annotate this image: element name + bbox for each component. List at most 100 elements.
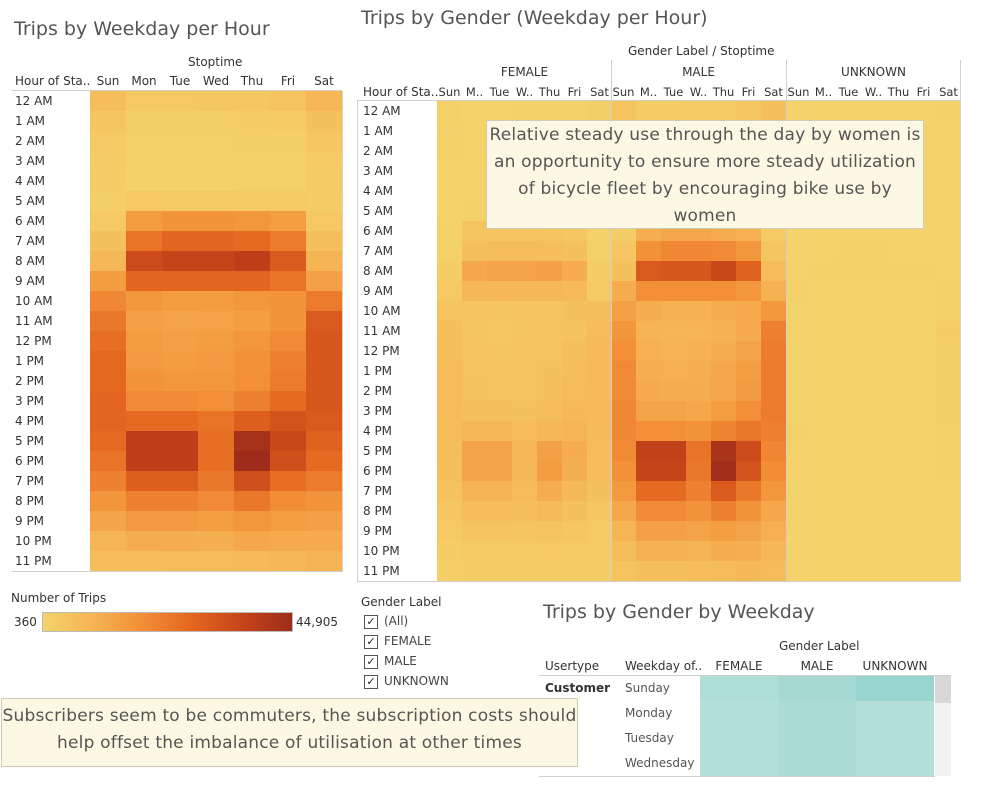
heatmap-cell-male[interactable] — [711, 521, 736, 541]
heatmap-cell[interactable] — [234, 211, 270, 231]
heatmap-cell[interactable] — [90, 351, 126, 371]
heatmap-cell[interactable] — [198, 511, 234, 531]
heatmap-cell-female[interactable] — [462, 261, 487, 281]
heatmap-cell-male[interactable] — [711, 341, 736, 361]
heatmap-cell-female[interactable] — [562, 441, 587, 461]
heatmap-cell[interactable] — [234, 511, 270, 531]
heatmap-cell-unknown[interactable] — [886, 461, 911, 481]
heatmap-cell-male[interactable] — [686, 541, 711, 561]
heatmap-cell-male[interactable] — [736, 521, 761, 541]
heatmap-cell-female[interactable] — [512, 281, 537, 301]
heatmap-cell[interactable] — [270, 271, 306, 291]
heatmap-cell[interactable] — [234, 491, 270, 511]
heatmap-cell[interactable] — [270, 471, 306, 491]
heatmap-cell-male[interactable] — [661, 281, 686, 301]
heatmap-cell[interactable] — [162, 131, 198, 151]
heatmap-cell-female[interactable] — [487, 101, 512, 121]
heatmap-cell-female[interactable] — [487, 421, 512, 441]
heatmap-cell-unknown[interactable] — [786, 301, 811, 321]
heatmap-cell[interactable] — [270, 291, 306, 311]
heatmap-cell-female[interactable] — [437, 381, 462, 401]
heatmap-cell-female[interactable] — [487, 241, 512, 261]
table-cell[interactable] — [700, 676, 778, 701]
heatmap-cell[interactable] — [90, 191, 126, 211]
heatmap-cell[interactable] — [126, 371, 162, 391]
heatmap-cell-unknown[interactable] — [786, 541, 811, 561]
heatmap-cell-male[interactable] — [636, 101, 661, 121]
heatmap-cell-unknown[interactable] — [861, 101, 886, 121]
heatmap-cell-female[interactable] — [537, 401, 562, 421]
heatmap-cell-male[interactable] — [761, 261, 786, 281]
heatmap-cell[interactable] — [306, 211, 342, 231]
heatmap-cell-male[interactable] — [686, 341, 711, 361]
heatmap-cell-male[interactable] — [761, 281, 786, 301]
heatmap-cell-unknown[interactable] — [886, 301, 911, 321]
heatmap-cell-male[interactable] — [736, 401, 761, 421]
heatmap-cell-male[interactable] — [636, 481, 661, 501]
heatmap-cell-unknown[interactable] — [836, 261, 861, 281]
heatmap-cell-unknown[interactable] — [936, 301, 961, 321]
heatmap-cell-unknown[interactable] — [911, 481, 936, 501]
heatmap-cell-unknown[interactable] — [936, 521, 961, 541]
heatmap-cell-male[interactable] — [686, 401, 711, 421]
heatmap-cell-male[interactable] — [661, 361, 686, 381]
heatmap-cell-male[interactable] — [611, 261, 636, 281]
heatmap-cell-male[interactable] — [711, 101, 736, 121]
heatmap-cell-unknown[interactable] — [861, 361, 886, 381]
heatmap-cell[interactable] — [162, 531, 198, 551]
heatmap-cell-female[interactable] — [437, 121, 462, 141]
heatmap-cell-male[interactable] — [711, 361, 736, 381]
heatmap-cell[interactable] — [198, 131, 234, 151]
heatmap-cell-female[interactable] — [512, 381, 537, 401]
heatmap-cell[interactable] — [270, 191, 306, 211]
heatmap-cell-male[interactable] — [711, 441, 736, 461]
heatmap-cell-unknown[interactable] — [861, 241, 886, 261]
heatmap-cell-female[interactable] — [512, 481, 537, 501]
heatmap-cell-female[interactable] — [437, 161, 462, 181]
heatmap-cell[interactable] — [306, 391, 342, 411]
heatmap-cell-unknown[interactable] — [811, 401, 836, 421]
heatmap-cell[interactable] — [126, 511, 162, 531]
heatmap-cell-male[interactable] — [736, 421, 761, 441]
heatmap-cell-female[interactable] — [562, 101, 587, 121]
heatmap-cell[interactable] — [90, 491, 126, 511]
heatmap-cell[interactable] — [270, 331, 306, 351]
heatmap-cell-female[interactable] — [537, 321, 562, 341]
table-cell[interactable] — [700, 751, 778, 776]
heatmap-cell-female[interactable] — [587, 301, 612, 321]
table-cell[interactable] — [856, 751, 934, 776]
heatmap-cell[interactable] — [162, 451, 198, 471]
heatmap-cell-male[interactable] — [661, 261, 686, 281]
heatmap-cell-female[interactable] — [437, 481, 462, 501]
heatmap-cell-male[interactable] — [736, 301, 761, 321]
heatmap-cell-male[interactable] — [711, 301, 736, 321]
heatmap-cell-female[interactable] — [587, 281, 612, 301]
heatmap-cell[interactable] — [198, 91, 234, 111]
heatmap-cell-male[interactable] — [611, 461, 636, 481]
heatmap-cell-female[interactable] — [562, 301, 587, 321]
heatmap-cell-unknown[interactable] — [836, 481, 861, 501]
heatmap-cell-female[interactable] — [462, 521, 487, 541]
heatmap-cell-male[interactable] — [761, 461, 786, 481]
heatmap-cell[interactable] — [234, 551, 270, 571]
heatmap-cell-unknown[interactable] — [936, 401, 961, 421]
heatmap-cell-unknown[interactable] — [936, 141, 961, 161]
heatmap-cell-male[interactable] — [611, 541, 636, 561]
heatmap-cell-male[interactable] — [711, 481, 736, 501]
filter-checkbox[interactable]: ✓ — [364, 675, 378, 689]
heatmap-cell-female[interactable] — [562, 401, 587, 421]
heatmap-cell-unknown[interactable] — [936, 161, 961, 181]
heatmap-cell-unknown[interactable] — [886, 281, 911, 301]
heatmap-cell-female[interactable] — [512, 421, 537, 441]
heatmap-cell-unknown[interactable] — [936, 181, 961, 201]
heatmap-cell[interactable] — [270, 531, 306, 551]
heatmap-cell-male[interactable] — [711, 421, 736, 441]
heatmap-cell-female[interactable] — [462, 341, 487, 361]
heatmap-cell-female[interactable] — [537, 361, 562, 381]
heatmap-cell-female[interactable] — [587, 341, 612, 361]
heatmap-cell-male[interactable] — [711, 321, 736, 341]
heatmap-cell-male[interactable] — [711, 241, 736, 261]
heatmap-cell-unknown[interactable] — [811, 501, 836, 521]
heatmap-cell-female[interactable] — [562, 321, 587, 341]
heatmap-cell-female[interactable] — [462, 421, 487, 441]
